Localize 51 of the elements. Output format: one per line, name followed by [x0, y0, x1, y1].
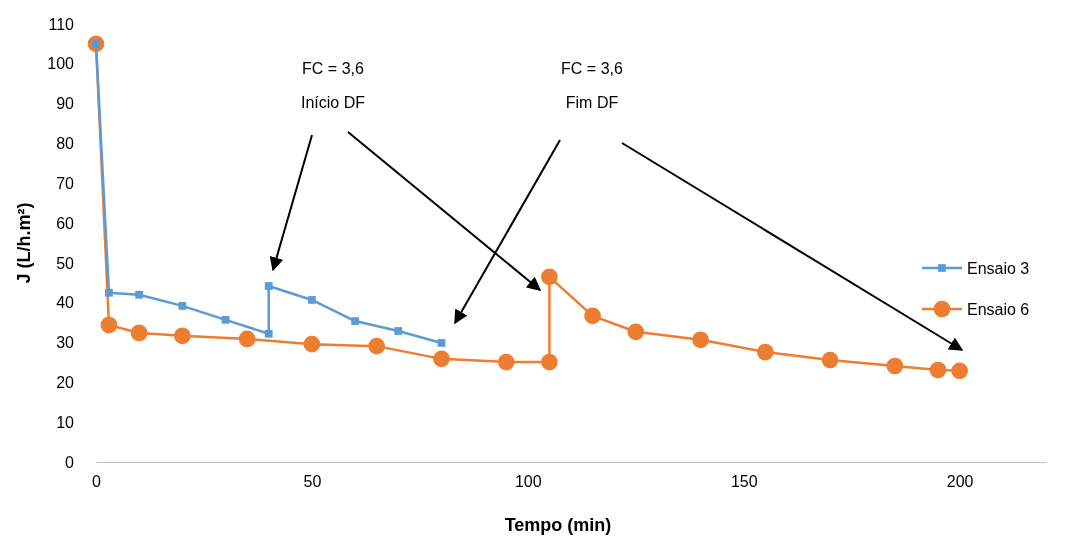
y-tick-label: 60	[56, 214, 75, 232]
point	[394, 327, 403, 335]
point	[105, 288, 113, 297]
point	[264, 329, 273, 338]
point	[351, 317, 359, 325]
y-tick-label: 100	[47, 55, 75, 73]
point	[541, 268, 558, 286]
y-axis-title: J (L/h.m²)	[14, 202, 34, 284]
x-axis-title: Tempo (min)	[504, 515, 612, 535]
annotation: FC = 3,6 Fim DF	[561, 60, 623, 111]
y-tick-label: 40	[56, 294, 75, 312]
point	[433, 350, 450, 368]
y-tick-label: 0	[65, 453, 75, 471]
y-tick-label: 70	[56, 174, 75, 192]
point	[929, 361, 947, 379]
y-tick-label: 50	[56, 254, 75, 272]
annotation: FC = 3,6 Início DF	[300, 60, 366, 111]
x-tick-label: 150	[730, 473, 758, 491]
point	[368, 337, 386, 355]
point	[100, 316, 118, 334]
x-tick-label: 0	[92, 473, 102, 491]
x-tick-label: 50	[303, 473, 322, 491]
point	[437, 339, 446, 347]
y-tick-label: 10	[56, 413, 75, 431]
legend-label: Ensaio 3	[967, 260, 1030, 277]
point	[303, 335, 321, 353]
point	[886, 357, 904, 375]
point	[130, 324, 148, 342]
x-tick-label: 200	[946, 473, 974, 491]
point	[308, 296, 316, 304]
x-tick-label: 100	[514, 473, 542, 491]
point	[627, 323, 645, 341]
point	[756, 343, 774, 361]
legend-label: Ensaio 6	[967, 301, 1030, 318]
y-tick-label: 90	[56, 95, 75, 113]
point	[692, 331, 709, 349]
point	[821, 351, 839, 369]
point	[221, 315, 230, 324]
point	[584, 307, 601, 325]
point	[541, 353, 558, 371]
y-tick-label: 30	[56, 334, 75, 352]
point	[951, 362, 968, 380]
y-tick-label: 110	[48, 15, 75, 33]
point	[264, 282, 273, 290]
point	[135, 290, 144, 299]
point	[174, 327, 191, 345]
point	[238, 330, 256, 348]
point	[497, 353, 515, 371]
y-tick-label: 20	[56, 373, 75, 391]
y-tick-label: 80	[56, 135, 75, 153]
point	[178, 302, 187, 310]
